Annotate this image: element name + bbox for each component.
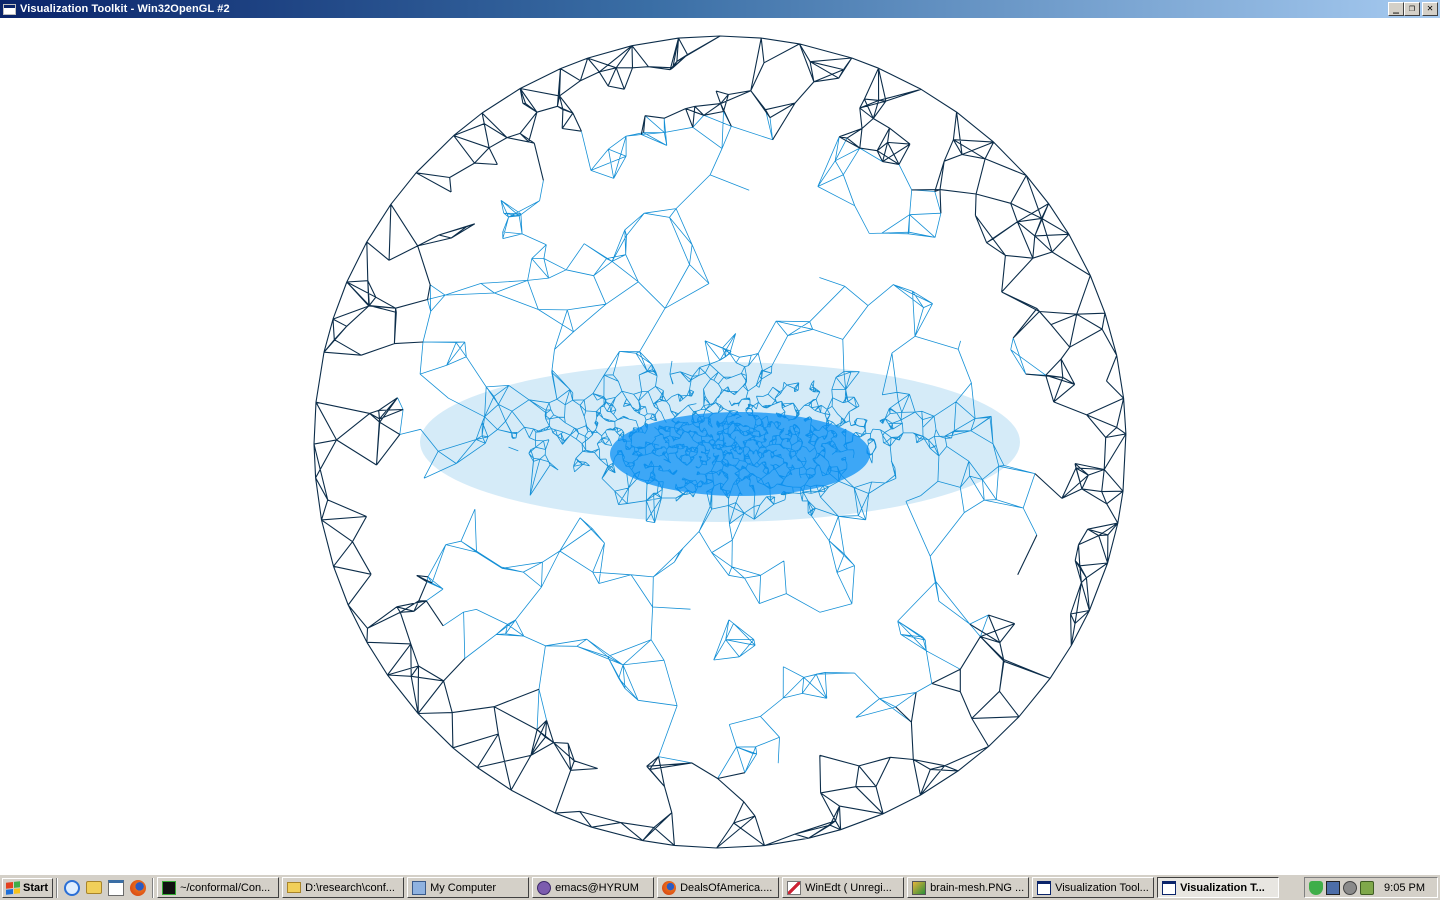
window-title-bar[interactable]: Visualization Toolkit - Win32OpenGL #2 _… — [0, 0, 1440, 18]
task-button[interactable]: My Computer — [407, 877, 530, 898]
task-button-label: Visualization T... — [1180, 881, 1265, 894]
paint-icon — [912, 880, 927, 895]
start-label: Start — [23, 881, 49, 894]
notepad-icon[interactable] — [108, 879, 125, 896]
restore-button[interactable]: ❐ — [1404, 2, 1420, 16]
taskbar: Start ~/conformal/Con... D:\research\conf… — [0, 874, 1440, 900]
terminal-icon — [162, 880, 177, 895]
task-button-label: WinEdt ( Unregi... — [805, 881, 892, 894]
quick-launch — [61, 879, 149, 896]
render-viewport[interactable] — [0, 18, 1440, 874]
task-button[interactable]: brain-mesh.PNG ... — [907, 877, 1030, 898]
firefox-icon[interactable] — [130, 879, 147, 896]
task-button[interactable]: DealsOfAmerica.... — [657, 877, 780, 898]
window-controls: _ ❐ ✕ — [1388, 2, 1438, 16]
clock[interactable]: 9:05 PM — [1384, 881, 1425, 894]
minimize-button[interactable]: _ — [1388, 2, 1404, 16]
dense-mesh-core — [610, 412, 870, 496]
task-button-label: D:\research\conf... — [305, 881, 395, 894]
wireframe-sphere-mesh[interactable] — [0, 18, 1440, 874]
folder-icon[interactable] — [86, 881, 103, 894]
system-tray: 9:05 PM — [1304, 877, 1438, 898]
ie-icon[interactable] — [64, 879, 81, 896]
network-icon[interactable] — [1326, 880, 1340, 895]
task-button[interactable]: WinEdt ( Unregi... — [782, 877, 905, 898]
outer-mesh-edges — [313, 35, 1127, 849]
task-button[interactable]: Visualization T... — [1157, 877, 1280, 898]
task-button-label: Visualization Tool... — [1055, 881, 1149, 894]
taskbar-separator — [152, 877, 155, 898]
winedt-icon — [787, 880, 802, 895]
task-button-label: DealsOfAmerica.... — [680, 881, 773, 894]
task-button-label: emacs@HYRUM — [555, 881, 639, 894]
computer-icon — [412, 880, 427, 895]
speaker-icon[interactable] — [1343, 880, 1357, 895]
emacs-icon — [537, 880, 552, 895]
task-button[interactable]: D:\research\conf... — [282, 877, 405, 898]
window-icon — [1037, 880, 1052, 895]
window-title: Visualization Toolkit - Win32OpenGL #2 — [20, 3, 230, 15]
task-button[interactable]: Visualization Tool... — [1032, 877, 1155, 898]
update-icon[interactable] — [1360, 880, 1374, 895]
start-button[interactable]: Start — [2, 877, 54, 898]
task-buttons: ~/conformal/Con... D:\research\conf... My … — [157, 877, 1282, 898]
shield-icon[interactable] — [1309, 880, 1323, 895]
task-button-label: brain-mesh.PNG ... — [930, 881, 1025, 894]
task-button-label: ~/conformal/Con... — [180, 881, 271, 894]
firefox-icon — [662, 880, 677, 895]
close-button[interactable]: ✕ — [1422, 2, 1438, 16]
window-icon — [3, 3, 16, 15]
windows-logo-icon — [6, 880, 20, 895]
taskbar-separator — [56, 877, 59, 898]
task-button-label: My Computer — [430, 881, 497, 894]
task-button[interactable]: ~/conformal/Con... — [157, 877, 280, 898]
folder-icon — [287, 882, 302, 893]
task-button[interactable]: emacs@HYRUM — [532, 877, 655, 898]
window-icon — [1162, 880, 1177, 895]
